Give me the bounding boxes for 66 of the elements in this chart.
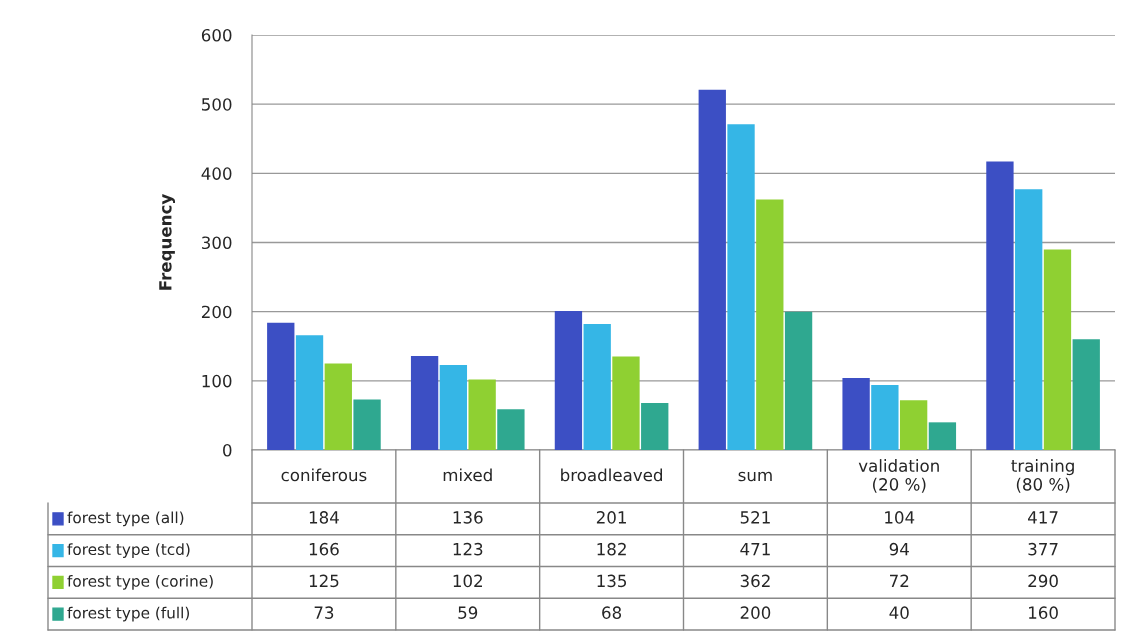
y-tick-label: 0 bbox=[223, 443, 232, 457]
bar bbox=[842, 378, 870, 450]
data-label: 59 bbox=[458, 606, 478, 619]
bar bbox=[871, 384, 899, 450]
data-label: 417 bbox=[1027, 511, 1058, 524]
data-label: 362 bbox=[740, 574, 770, 588]
legend-label: forest type (all) bbox=[67, 511, 184, 527]
legend-label: forest type (full) bbox=[67, 606, 190, 622]
x-tick-label: coniferous bbox=[281, 468, 367, 482]
legend-label: forest type (corine) bbox=[67, 574, 213, 590]
data-label: 521 bbox=[740, 511, 770, 524]
x-tick-label: mixed bbox=[443, 468, 492, 482]
data-label: 160 bbox=[1029, 606, 1058, 619]
data-label: 182 bbox=[597, 542, 626, 556]
bar bbox=[554, 310, 583, 450]
bar bbox=[468, 379, 496, 450]
bar bbox=[612, 356, 640, 450]
x-tick-label: sum bbox=[738, 471, 772, 482]
bar bbox=[324, 363, 352, 450]
bar bbox=[497, 409, 525, 450]
bar bbox=[1072, 339, 1100, 450]
bar bbox=[928, 422, 957, 450]
y-tick-label: 300 bbox=[202, 236, 232, 250]
data-label: 72 bbox=[890, 574, 909, 587]
bar bbox=[1015, 189, 1043, 450]
data-label: 68 bbox=[602, 606, 622, 619]
data-label: 201 bbox=[596, 511, 626, 524]
data-label: 471 bbox=[740, 543, 770, 556]
data-label: 73 bbox=[314, 606, 334, 619]
bar bbox=[784, 311, 813, 450]
bar bbox=[353, 399, 381, 450]
bar bbox=[641, 402, 669, 450]
y-tick-label: 100 bbox=[202, 374, 232, 388]
data-label: 200 bbox=[740, 606, 771, 619]
bar bbox=[698, 89, 726, 450]
x-tick-label: broadleaved bbox=[561, 468, 662, 482]
bar bbox=[439, 364, 468, 450]
data-label: 104 bbox=[885, 511, 915, 524]
bar bbox=[727, 124, 755, 450]
data-label: 166 bbox=[309, 542, 339, 556]
bar bbox=[756, 199, 784, 450]
legend-label: forest type (tcd) bbox=[67, 543, 190, 559]
data-label: 136 bbox=[453, 511, 483, 524]
data-label: 290 bbox=[1028, 574, 1058, 588]
data-label: 125 bbox=[309, 574, 339, 588]
x-tick-label: validation (20 %) bbox=[858, 459, 939, 493]
y-tick-label: 400 bbox=[201, 167, 232, 180]
bar bbox=[986, 161, 1014, 450]
bar bbox=[295, 335, 324, 450]
bar bbox=[899, 400, 928, 450]
data-label: 377 bbox=[1028, 542, 1058, 556]
x-tick-label: training (80 %) bbox=[1011, 459, 1074, 493]
y-tick-label: 500 bbox=[202, 98, 232, 111]
data-label: 184 bbox=[309, 511, 339, 524]
bar bbox=[410, 355, 439, 450]
y-axis-title: Frequency bbox=[159, 194, 175, 290]
bar bbox=[267, 322, 295, 450]
data-label: 94 bbox=[889, 542, 909, 556]
y-tick-label: 200 bbox=[201, 305, 232, 319]
data-label: 123 bbox=[453, 542, 483, 556]
data-label: 102 bbox=[453, 574, 482, 588]
data-label: 40 bbox=[889, 606, 909, 619]
bar bbox=[583, 324, 611, 450]
data-label: 135 bbox=[597, 574, 627, 588]
bar bbox=[1043, 249, 1072, 450]
y-tick-label: 600 bbox=[201, 28, 232, 42]
